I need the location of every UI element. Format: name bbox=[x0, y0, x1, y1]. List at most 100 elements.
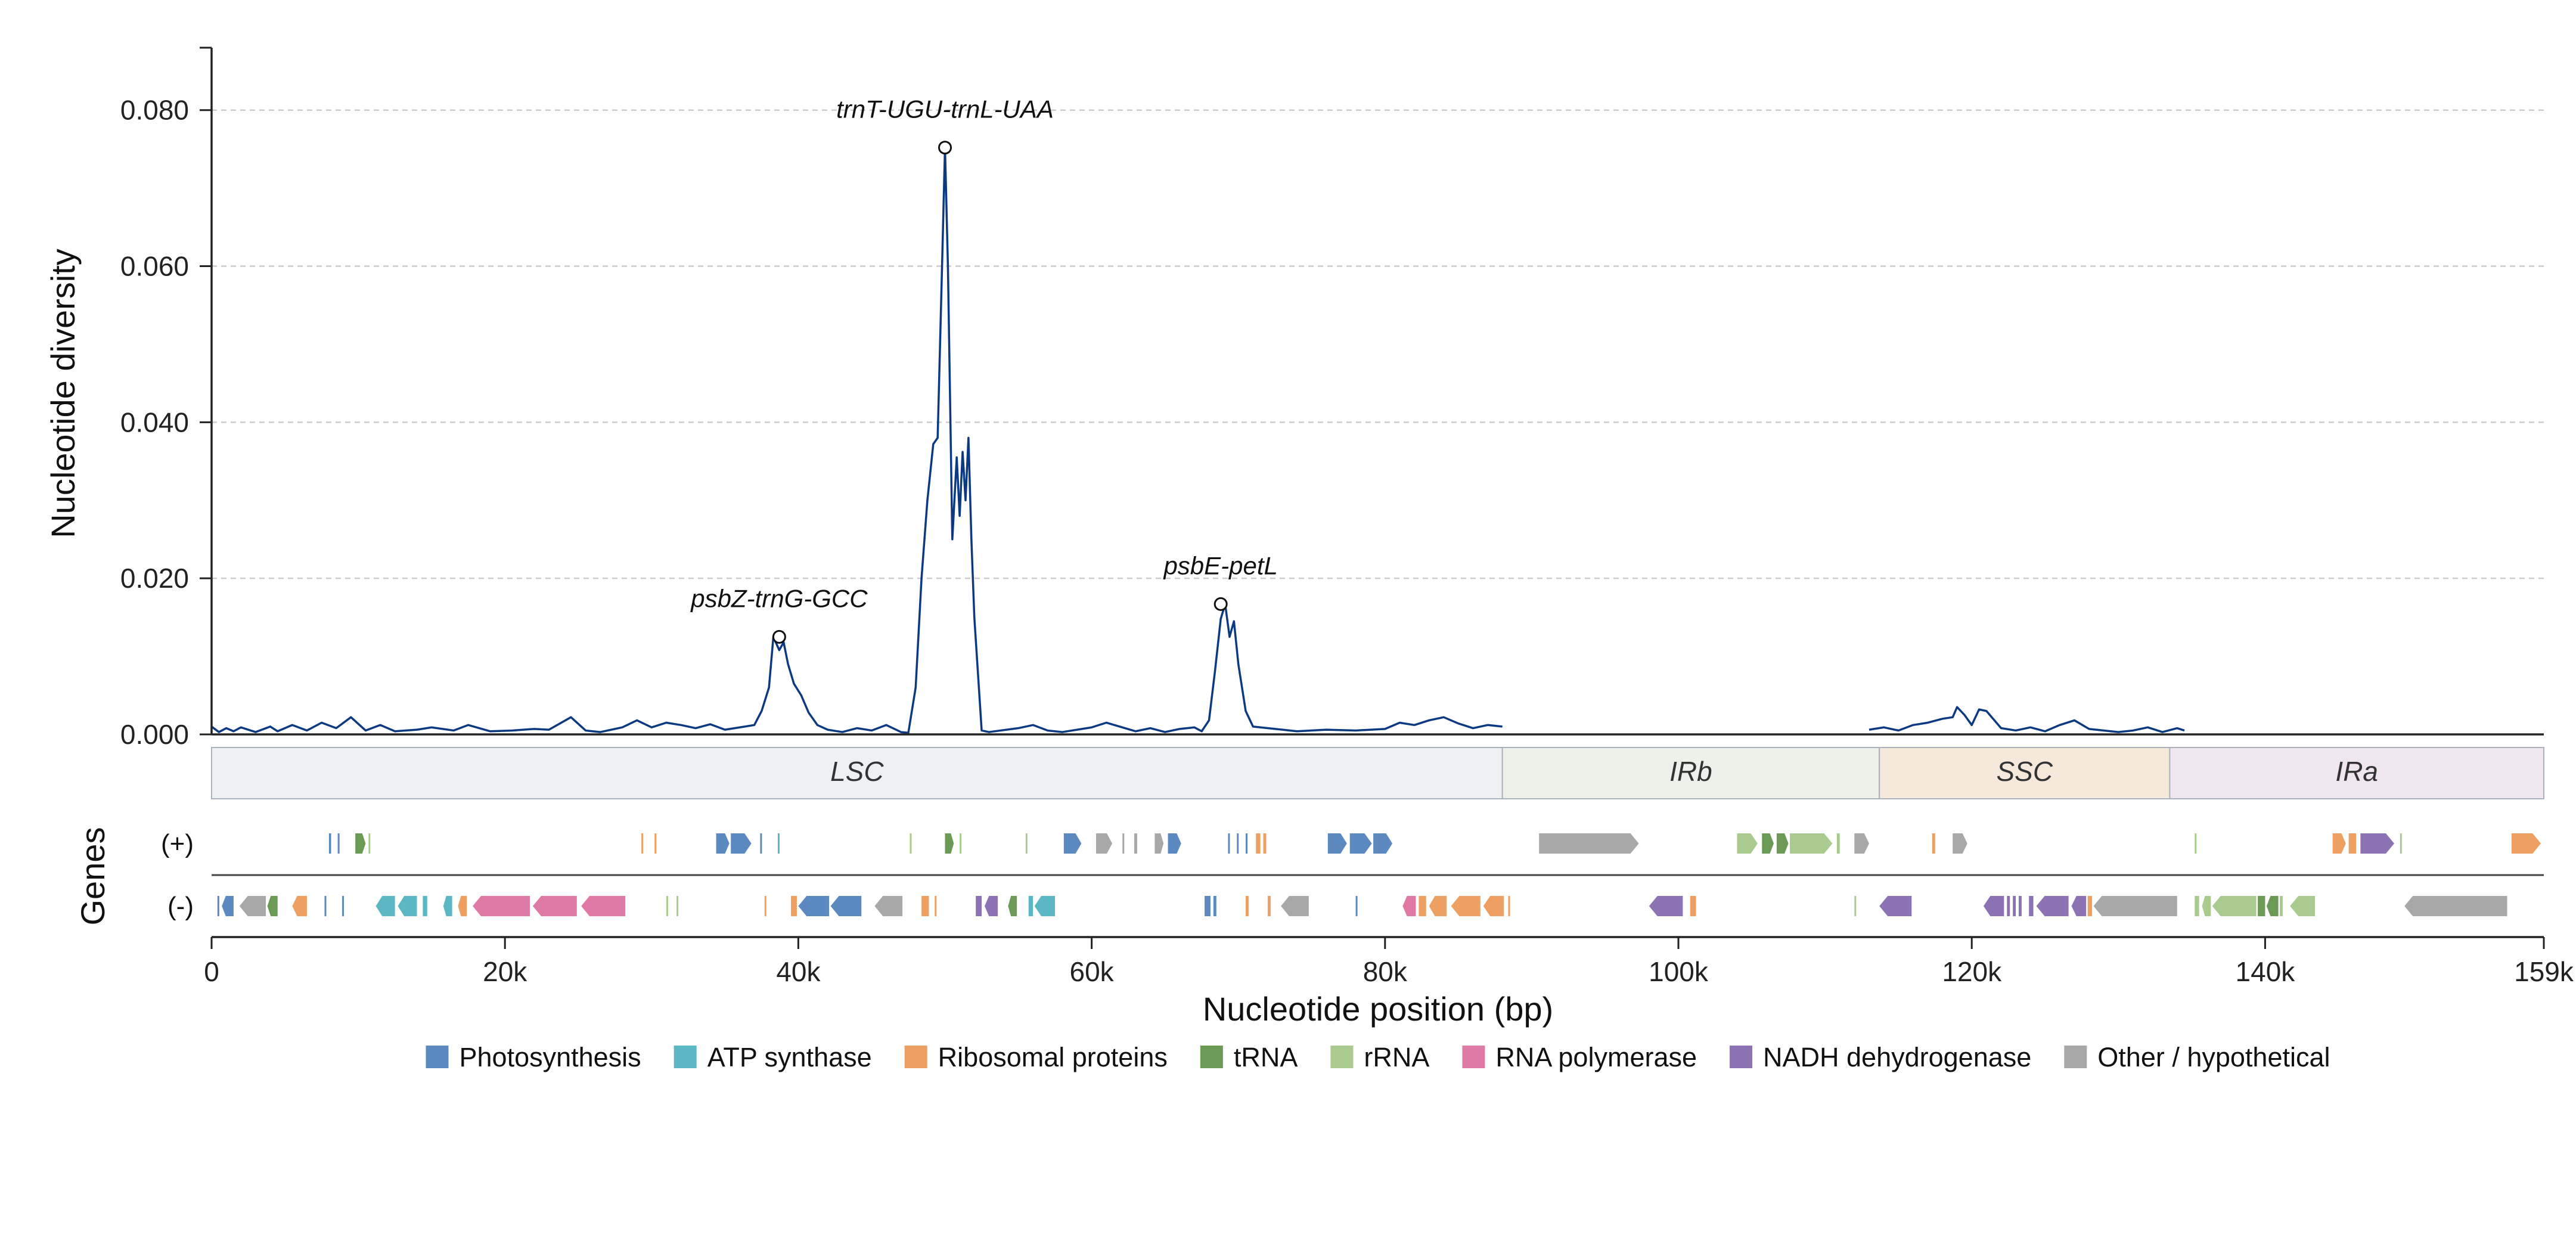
gene-minus bbox=[2093, 896, 2177, 916]
gene-minus bbox=[222, 896, 234, 916]
genome-regions: LSC IRb SSC IRa bbox=[211, 747, 2544, 799]
peak-marker bbox=[772, 629, 786, 644]
gene-minus bbox=[1429, 896, 1447, 916]
gene-plus bbox=[1953, 833, 1967, 854]
gene-minus bbox=[398, 896, 417, 916]
gene-minus bbox=[2258, 896, 2265, 916]
gene-plus bbox=[1168, 833, 1181, 854]
gene-plus bbox=[1373, 833, 1393, 854]
gene-plus bbox=[2511, 833, 2541, 854]
y-tick-label: 0.080 bbox=[120, 95, 189, 126]
gene-minus bbox=[921, 896, 929, 916]
genes-track-title: Genes bbox=[74, 827, 111, 926]
gene-minus bbox=[1854, 896, 1857, 916]
x-tick-label: 60k bbox=[1070, 956, 1115, 987]
gene-plus bbox=[760, 833, 762, 854]
gene-minus bbox=[2212, 896, 2257, 916]
gene-minus bbox=[473, 896, 530, 916]
gene-minus bbox=[2007, 896, 2010, 916]
x-tick-label: 159k bbox=[2514, 956, 2574, 987]
peak-annotations: psbZ-trnG-GCC trnT-UGU-trnL-UAA psbE-petL bbox=[690, 95, 1278, 644]
x-tick-label: 40k bbox=[776, 956, 821, 987]
x-tick-label: 80k bbox=[1363, 956, 1408, 987]
gene-plus bbox=[1063, 833, 1082, 854]
legend-swatch bbox=[426, 1046, 449, 1068]
legend-swatch bbox=[1330, 1046, 1354, 1068]
gene-minus bbox=[292, 896, 307, 916]
region-lsc bbox=[211, 747, 1503, 799]
gene-plus bbox=[1762, 833, 1774, 854]
gene-minus bbox=[1402, 896, 1416, 916]
gene-minus bbox=[2018, 896, 2022, 916]
gene-plus bbox=[641, 833, 644, 854]
gene-plus bbox=[1737, 833, 1758, 854]
gene-plus bbox=[1836, 833, 1840, 854]
legend-label: Photosynthesis bbox=[460, 1042, 641, 1072]
gene-plus bbox=[1327, 833, 1347, 854]
gene-plus bbox=[328, 833, 331, 854]
gene-minus bbox=[676, 896, 679, 916]
legend: Photosynthesis ATP synthase Ribosomal prot… bbox=[426, 1042, 2330, 1072]
gene-plus bbox=[960, 833, 962, 854]
gene-minus bbox=[2290, 896, 2316, 916]
peak-label: psbZ-trnG-GCC bbox=[690, 584, 868, 612]
gene-plus bbox=[368, 833, 371, 854]
gene-minus bbox=[1355, 896, 1358, 916]
region-label: IRb bbox=[1669, 756, 1712, 787]
gene-minus bbox=[1690, 896, 1696, 916]
gene-minus bbox=[1008, 896, 1017, 916]
gene-minus bbox=[1451, 896, 1481, 916]
gene-plus bbox=[1095, 833, 1113, 854]
gene-minus bbox=[2202, 896, 2211, 916]
x-tick-label: 140k bbox=[2236, 956, 2296, 987]
gene-plus bbox=[2360, 833, 2394, 854]
plus-strand-label: (+) bbox=[161, 829, 194, 858]
minus-strand-label: (-) bbox=[167, 892, 194, 921]
gene-minus bbox=[976, 896, 982, 916]
legend-label: RNA polymerase bbox=[1495, 1042, 1697, 1072]
region-label: LSC bbox=[830, 756, 884, 787]
gene-plus bbox=[1122, 833, 1125, 854]
y-tick-label: 0.020 bbox=[120, 563, 189, 594]
gene-minus bbox=[830, 896, 862, 916]
gene-minus bbox=[2029, 896, 2034, 916]
gene-minus bbox=[2266, 896, 2279, 916]
gene-minus bbox=[1508, 896, 1510, 916]
gene-plus bbox=[1349, 833, 1372, 854]
peak-label: trnT-UGU-trnL-UAA bbox=[836, 95, 1054, 123]
legend-swatch bbox=[2064, 1046, 2087, 1068]
gene-plus bbox=[1932, 833, 1935, 854]
axes: 0.000 0.020 0.040 0.060 0.080 0 20k 40k 60k 80k 10… bbox=[120, 46, 2574, 987]
diversity-line bbox=[210, 146, 2185, 734]
legend-swatch bbox=[1200, 1046, 1223, 1068]
gene-minus bbox=[2013, 896, 2016, 916]
gene-plus bbox=[1776, 833, 1789, 854]
gene-minus bbox=[2071, 896, 2087, 916]
gene-minus bbox=[1246, 896, 1249, 916]
gene-plus bbox=[654, 833, 657, 854]
gene-minus bbox=[267, 896, 278, 916]
gene-plus bbox=[1263, 833, 1267, 854]
gene-plus bbox=[716, 833, 730, 854]
x-tick-label: 0 bbox=[204, 956, 219, 987]
legend-swatch bbox=[1730, 1046, 1753, 1068]
region-label: IRa bbox=[2335, 756, 2378, 787]
gene-minus bbox=[2404, 896, 2507, 916]
gene-minus bbox=[239, 896, 266, 916]
gene-minus bbox=[791, 896, 797, 916]
gene-minus bbox=[2087, 896, 2093, 916]
legend-label: Other / hypothetical bbox=[2097, 1042, 2330, 1072]
gene-minus bbox=[324, 896, 327, 916]
x-tick-label: 100k bbox=[1649, 956, 1709, 987]
gene-plus bbox=[1025, 833, 1028, 854]
legend-label: tRNA bbox=[1234, 1042, 1298, 1072]
gene-minus bbox=[458, 896, 467, 916]
y-tick-label: 0.000 bbox=[120, 719, 189, 750]
gene-minus bbox=[1649, 896, 1683, 916]
y-tick-label: 0.040 bbox=[120, 407, 189, 438]
gene-minus bbox=[1213, 896, 1216, 916]
gene-minus bbox=[532, 896, 577, 916]
gene-plus bbox=[1539, 833, 1639, 854]
y-tick-label: 0.060 bbox=[120, 251, 189, 282]
gene-tracks bbox=[212, 833, 2544, 916]
